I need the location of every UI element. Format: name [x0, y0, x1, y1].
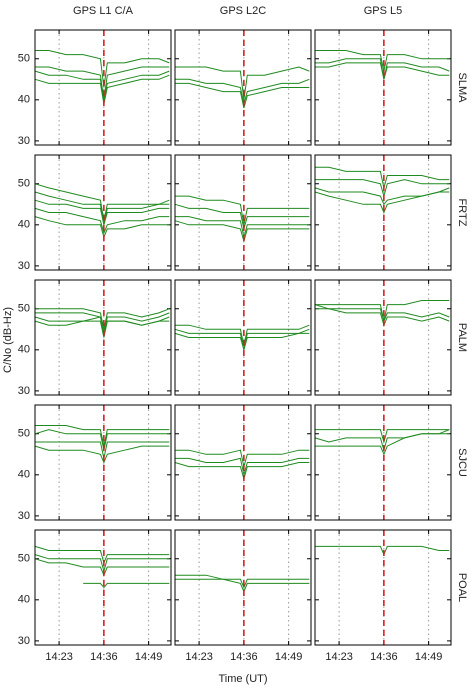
series-line [175, 195, 310, 225]
series-line [174, 328, 310, 350]
x-tick-label: 14:49 [415, 651, 443, 663]
y-tick-label: 40 [18, 469, 30, 481]
y-tick-label: 50 [18, 428, 30, 440]
x-tick-label: 14:23 [185, 651, 213, 663]
series-line [175, 82, 310, 109]
y-tick-label: 40 [18, 594, 30, 606]
row-label: PALM [456, 323, 468, 352]
x-tick-label: 14:36 [90, 651, 118, 663]
column-title: GPS L2C [220, 5, 267, 17]
panel-frame [314, 404, 452, 521]
series-line [35, 308, 170, 330]
series-line [315, 179, 450, 198]
y-tick-label: 30 [18, 135, 30, 147]
y-tick-label: 50 [18, 178, 30, 190]
y-tick-label: 40 [18, 94, 30, 106]
x-axis-label: Time (UT) [218, 673, 267, 685]
series-line [315, 429, 450, 444]
series-line [315, 166, 450, 189]
series-line [175, 574, 310, 589]
panel-frame [314, 279, 452, 396]
series-line [34, 545, 170, 565]
series-line [174, 332, 310, 352]
series-line [315, 429, 450, 456]
y-tick-label: 30 [18, 260, 30, 272]
panel-frame [34, 404, 172, 521]
series-line [34, 207, 170, 235]
series-line [34, 199, 170, 225]
panel-frame [34, 529, 172, 646]
panel-frame [34, 29, 172, 146]
series-line [175, 449, 310, 467]
series-line [34, 445, 170, 464]
panel-frame [174, 29, 312, 146]
x-tick-label: 14:49 [275, 651, 303, 663]
panel-frame [34, 154, 172, 271]
x-tick-label: 14:23 [325, 651, 353, 663]
panel-frame [174, 154, 312, 271]
series-line [34, 429, 170, 451]
panel-frame [34, 279, 172, 396]
y-axis-label: C/No (dB-Hz) [2, 307, 14, 373]
panel-frame [174, 279, 312, 396]
column-title: GPS L5 [364, 5, 403, 17]
series-line [315, 62, 450, 80]
series-line [314, 187, 450, 214]
row-label: POAL [456, 573, 468, 602]
x-tick-label: 14:36 [370, 651, 398, 663]
series-line [34, 70, 170, 100]
y-tick-label: 30 [18, 510, 30, 522]
y-tick-label: 50 [18, 53, 30, 65]
series-line [175, 457, 310, 475]
y-tick-label: 50 [18, 303, 30, 315]
y-tick-label: 50 [18, 553, 30, 565]
panel-frame [314, 154, 452, 271]
x-tick-label: 14:49 [135, 651, 163, 663]
series-line [315, 545, 450, 556]
row-label: SLMA [456, 73, 468, 104]
series-line [174, 220, 310, 244]
x-tick-label: 14:36 [230, 651, 258, 663]
row-label: SJCU [456, 448, 468, 477]
row-label: FRTZ [456, 199, 468, 227]
panel-frame [314, 529, 452, 646]
panel-frame [314, 29, 452, 146]
series-line [34, 558, 170, 577]
series-line [175, 578, 310, 593]
series-line [83, 582, 170, 589]
column-title: GPS L1 C/A [73, 5, 134, 17]
panel-frame [174, 529, 312, 646]
series-line [175, 66, 310, 100]
y-tick-label: 30 [18, 385, 30, 397]
x-tick-label: 14:23 [45, 651, 73, 663]
y-tick-label: 30 [18, 635, 30, 647]
y-tick-label: 40 [18, 344, 30, 356]
y-tick-label: 40 [18, 219, 30, 231]
series-line [35, 50, 170, 88]
panel-frame [174, 404, 312, 521]
